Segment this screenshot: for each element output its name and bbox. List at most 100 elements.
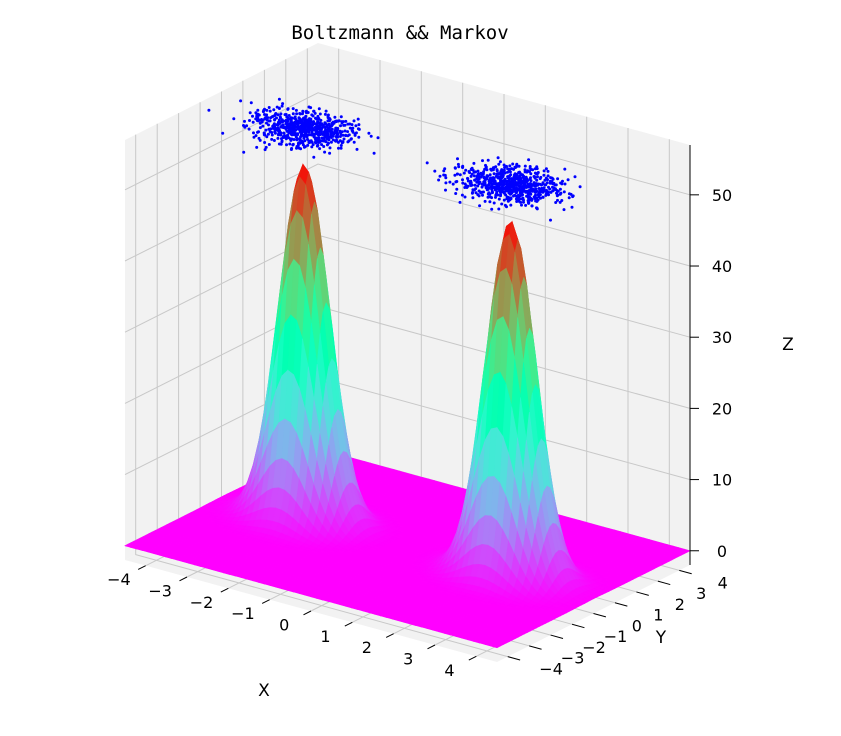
scatter-point: [272, 108, 276, 112]
scatter-point: [281, 119, 285, 123]
scatter-point: [295, 145, 299, 148]
scatter-point: [549, 218, 552, 222]
scatter-point: [549, 176, 553, 180]
scatter-point: [318, 112, 322, 116]
scatter-point: [257, 136, 261, 140]
scatter-point: [320, 143, 324, 147]
scatter-point: [290, 147, 294, 150]
scatter-point: [329, 130, 333, 134]
scatter-point: [263, 133, 267, 137]
scatter-point: [334, 134, 338, 138]
scatter-point: [318, 127, 322, 131]
scatter-point: [334, 139, 338, 143]
scatter-point: [221, 131, 225, 135]
scatter-point: [242, 124, 245, 127]
scatter-point: [337, 146, 340, 150]
scatter-point: [304, 133, 308, 137]
scatter-point: [252, 135, 256, 139]
scatter-point: [300, 130, 304, 134]
scatter-point: [276, 136, 280, 140]
scatter-point: [248, 119, 251, 122]
scatter-point: [264, 128, 268, 132]
scatter-point: [296, 142, 300, 146]
scatter-point: [357, 127, 361, 131]
scatter-point: [319, 118, 323, 122]
scatter-point: [255, 145, 259, 149]
scatter-point: [268, 130, 272, 134]
scatter-point: [256, 119, 260, 123]
scatter-point: [349, 137, 353, 141]
scatter-point: [294, 108, 298, 112]
scatter-point: [302, 145, 306, 149]
scatter-point: [267, 123, 270, 127]
scatter-point: [315, 144, 319, 148]
grid-line-y: [135, 134, 508, 658]
scatter-point: [478, 204, 482, 208]
scatter-point: [251, 120, 255, 124]
scatter-point: [280, 104, 284, 108]
scatter-point: [310, 113, 314, 117]
scatter-point: [315, 139, 319, 143]
scatter-point: [270, 133, 274, 137]
scatter-point: [334, 126, 338, 130]
scatter-point: [249, 101, 253, 105]
scatter-point: [352, 140, 356, 144]
scatter-point: [295, 112, 299, 116]
scatter-point: [267, 106, 271, 109]
scatter-point: [324, 140, 328, 143]
scatter-point: [264, 116, 268, 119]
scatter-point: [323, 126, 327, 130]
scatter-point: [339, 133, 343, 137]
grid-line-z: [124, 92, 691, 196]
scatter-point: [279, 112, 283, 116]
scatter-point: [320, 122, 324, 126]
scatter-point: [502, 163, 506, 167]
scatter-point: [311, 127, 315, 130]
scatter-point: [270, 137, 274, 141]
scatter-point: [247, 127, 251, 131]
scatter-point: [298, 112, 302, 115]
scatter-point: [273, 128, 277, 131]
scatter-point: [296, 132, 300, 136]
scatter-point: [263, 141, 267, 144]
scatter-point: [267, 143, 271, 146]
surface-mesh: [124, 163, 691, 649]
scatter-point: [354, 124, 358, 128]
chart-title: Boltzmann && Markov: [291, 22, 508, 44]
scatter-point: [483, 199, 487, 203]
scatter-point: [326, 119, 330, 123]
scatter-point: [286, 133, 290, 137]
scatter-point: [330, 121, 334, 125]
scatter-point: [279, 142, 283, 146]
scatter-point: [329, 140, 333, 144]
scatter-point: [369, 134, 373, 138]
scatter-point: [298, 117, 302, 121]
scatter-point: [329, 136, 333, 139]
scatter-point: [355, 147, 359, 151]
scatter-point: [317, 130, 321, 134]
scatter-point: [481, 159, 484, 163]
scatter-point: [340, 120, 344, 124]
scatter-point: [352, 119, 356, 123]
scatter-point: [248, 111, 252, 115]
scatter-point: [288, 142, 292, 146]
scatter-point: [342, 123, 346, 127]
scatter-point: [273, 114, 277, 117]
scatter-point: [306, 143, 310, 147]
scatter-point: [263, 113, 266, 116]
scatter-point: [239, 99, 243, 103]
scatter-point: [339, 146, 343, 150]
scatter-point: [351, 126, 355, 130]
scatter-point: [257, 130, 260, 134]
scatter-point: [282, 126, 286, 130]
scatter-point: [290, 137, 294, 141]
scatter-point: [492, 172, 496, 176]
scatter-point: [309, 117, 313, 121]
scatter-point: [272, 125, 275, 129]
scatter-point: [333, 115, 337, 119]
scatter-point: [261, 124, 265, 128]
scatter-point: [339, 144, 343, 147]
scatter-point: [303, 123, 307, 127]
scatter-point: [258, 121, 262, 125]
scatter-point: [291, 112, 295, 116]
